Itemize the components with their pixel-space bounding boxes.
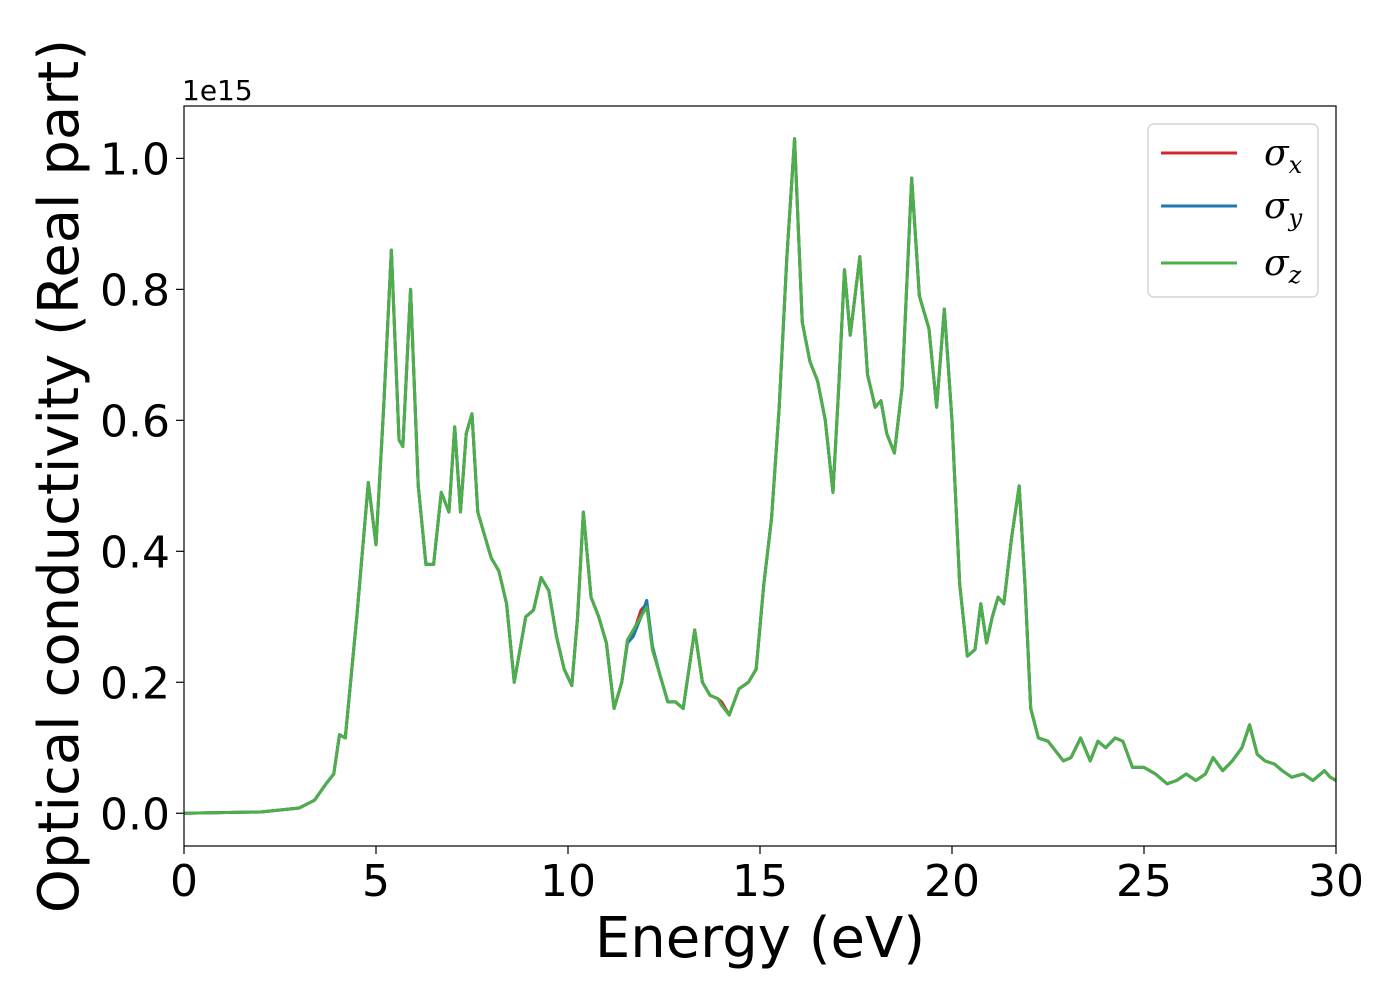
series-line-z (184, 137, 1336, 815)
legend-box (1147, 123, 1319, 298)
y-tick-label: 0.8 (100, 265, 170, 316)
x-tick-label: 0 (170, 856, 198, 907)
y-axis-offset-label: 1e15 (182, 74, 253, 107)
y-tick-label: 0.2 (100, 658, 170, 709)
legend: σx σy σz (1147, 123, 1319, 298)
y-tick-label: 0.0 (100, 789, 170, 840)
series-lines (184, 137, 1336, 815)
x-tick-label: 20 (924, 856, 980, 907)
x-tick-label: 30 (1308, 856, 1364, 907)
legend-label-y: σy (1264, 186, 1303, 232)
legend-label-z: σz (1264, 243, 1302, 289)
x-tick-label: 25 (1116, 856, 1172, 907)
y-tick-label: 1.0 (100, 134, 170, 185)
legend-label-x: σx (1264, 133, 1303, 179)
y-axis-title: Optical conductivity (Real part) (27, 39, 92, 913)
x-axis: 0 5 10 15 20 25 30 (170, 846, 1364, 907)
x-tick-label: 15 (732, 856, 788, 907)
x-tick-label: 10 (540, 856, 596, 907)
x-tick-label: 5 (362, 856, 390, 907)
y-axis: 0.0 0.2 0.4 0.6 0.8 1.0 (100, 134, 184, 840)
x-axis-title: Energy (eV) (595, 906, 925, 971)
y-tick-label: 0.6 (100, 396, 170, 447)
y-tick-label: 0.4 (100, 527, 170, 578)
